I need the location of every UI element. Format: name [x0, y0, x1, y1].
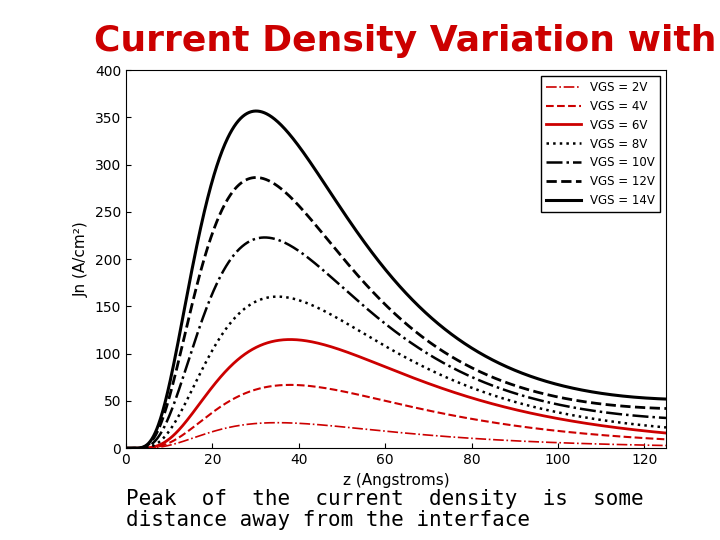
VGS = 4V [544, 427, 552, 433]
VGS = 14V [177, 323, 186, 329]
VGS = 2V [273, 420, 282, 426]
Line: VGS = 14V: VGS = 14V [126, 111, 666, 448]
VGS = 10V [261, 234, 269, 241]
VGS = 12V [662, 405, 670, 411]
VGS = 4V [177, 433, 186, 440]
VGS = 12V [177, 347, 186, 354]
VGS = 4V [360, 393, 369, 399]
VGS = 10V [662, 415, 670, 421]
VGS = 14V [544, 379, 552, 385]
VGS = 4V [341, 388, 349, 395]
VGS = 4V [493, 420, 502, 427]
VGS = 8V [493, 394, 502, 400]
VGS = 12V [544, 392, 552, 398]
VGS = 10V [360, 303, 369, 310]
VGS = 10V [553, 401, 562, 408]
VGS = 6V [360, 355, 369, 362]
VGS = 2V [544, 439, 552, 446]
X-axis label: z (Angstroms): z (Angstroms) [343, 472, 449, 488]
Line: VGS = 6V: VGS = 6V [126, 340, 666, 448]
VGS = 14V [553, 381, 562, 388]
VGS = 12V [122, 445, 130, 451]
VGS = 10V [493, 384, 502, 390]
VGS = 2V [341, 424, 349, 430]
Y-axis label: Jn (A/cm²): Jn (A/cm²) [74, 221, 89, 297]
VGS = 14V [493, 359, 502, 366]
Line: VGS = 12V: VGS = 12V [126, 178, 666, 448]
VGS = 2V [493, 437, 502, 443]
VGS = 10V [177, 380, 186, 387]
Line: VGS = 10V: VGS = 10V [126, 238, 666, 448]
VGS = 6V [553, 415, 562, 422]
Text: distance away from the interface: distance away from the interface [126, 510, 530, 530]
VGS = 10V [341, 286, 349, 293]
VGS = 8V [122, 445, 130, 451]
VGS = 12V [341, 257, 349, 264]
VGS = 8V [544, 407, 552, 414]
VGS = 2V [122, 445, 130, 451]
Line: VGS = 2V: VGS = 2V [126, 423, 666, 448]
VGS = 2V [177, 439, 186, 446]
VGS = 8V [273, 293, 282, 300]
VGS = 8V [662, 424, 670, 431]
VGS = 8V [360, 330, 369, 337]
VGS = 6V [544, 414, 552, 420]
VGS = 12V [493, 376, 502, 382]
VGS = 6V [341, 348, 349, 355]
Text: Current Density Variation with Depth: Current Density Variation with Depth [94, 24, 720, 58]
VGS = 8V [177, 408, 186, 415]
Line: VGS = 8V: VGS = 8V [126, 296, 666, 448]
Legend: VGS = 2V, VGS = 4V, VGS = 6V, VGS = 8V, VGS = 10V, VGS = 12V, VGS = 14V: VGS = 2V, VGS = 4V, VGS = 6V, VGS = 8V, … [541, 76, 660, 212]
VGS = 14V [122, 445, 130, 451]
VGS = 4V [553, 428, 562, 434]
VGS = 12V [252, 174, 261, 181]
VGS = 4V [122, 445, 130, 451]
VGS = 14V [252, 108, 261, 114]
VGS = 8V [341, 319, 349, 326]
VGS = 10V [122, 445, 130, 451]
VGS = 6V [286, 336, 294, 343]
VGS = 6V [493, 402, 502, 408]
Line: VGS = 4V: VGS = 4V [126, 385, 666, 448]
VGS = 14V [360, 239, 369, 246]
VGS = 4V [286, 382, 294, 388]
VGS = 10V [544, 399, 552, 406]
Text: Peak  of  the  current  density  is  some: Peak of the current density is some [126, 489, 644, 509]
VGS = 14V [662, 396, 670, 402]
VGS = 2V [553, 440, 562, 446]
VGS = 6V [177, 424, 186, 430]
VGS = 12V [360, 280, 369, 286]
VGS = 6V [662, 430, 670, 436]
VGS = 14V [341, 211, 349, 218]
VGS = 2V [662, 442, 670, 449]
VGS = 2V [360, 426, 369, 433]
VGS = 4V [662, 436, 670, 443]
VGS = 12V [553, 394, 562, 400]
VGS = 6V [122, 445, 130, 451]
VGS = 8V [553, 409, 562, 415]
